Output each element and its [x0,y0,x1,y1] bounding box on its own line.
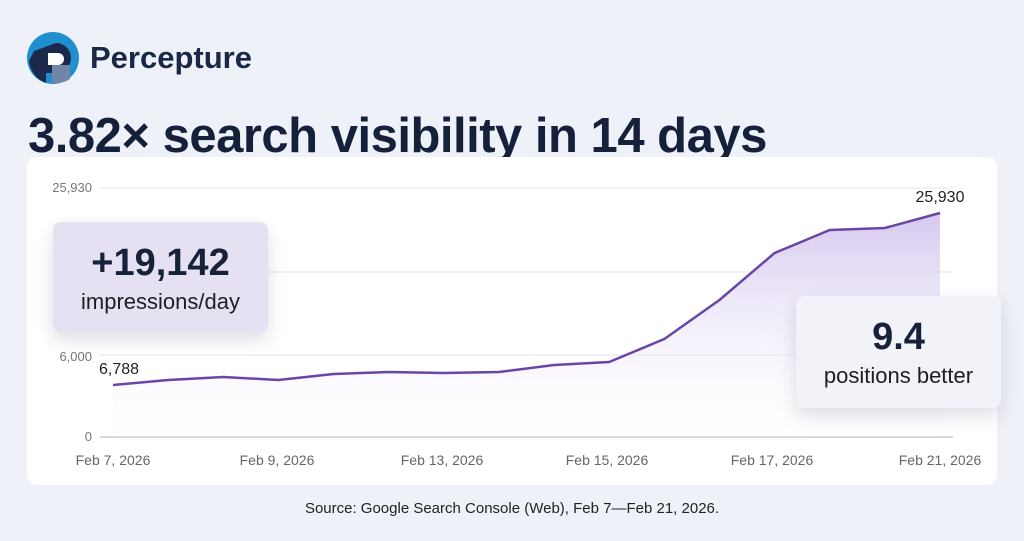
positions-value: 9.4 [872,316,925,358]
y-tick-label: 6,000 [59,349,92,364]
y-tick-label: 25,930 [52,180,92,195]
x-tick-label: Feb 21, 2026 [899,452,982,468]
brand-name: Percepture [90,40,252,75]
headline: 3.82× search visibility in 14 days [28,109,767,163]
series-line [112,211,941,387]
x-tick-label: Feb 9, 2026 [240,452,315,468]
x-tick-label: Feb 17, 2026 [731,452,814,468]
source-note: Source: Google Search Console (Web), Feb… [304,500,720,517]
impressions-label: impressions/day [81,289,240,314]
last-value-label: 25,930 [916,189,965,206]
x-tick-label: Feb 15, 2026 [566,452,649,468]
impressions-value: +19,142 [91,242,230,284]
first-value-label: 6,788 [99,361,139,378]
positions-callout: 9.4 positions better [796,296,1001,408]
x-tick-label: Feb 13, 2026 [401,452,484,468]
brand-logo: Percepture [26,31,252,85]
area-fill [113,213,940,437]
y-tick-label: 0 [85,429,92,444]
percepture-logo-icon [27,32,79,84]
positions-label: positions better [823,363,974,388]
x-tick-label: Feb 7, 2026 [76,452,151,468]
impressions-callout: +19,142 impressions/day [53,222,268,332]
